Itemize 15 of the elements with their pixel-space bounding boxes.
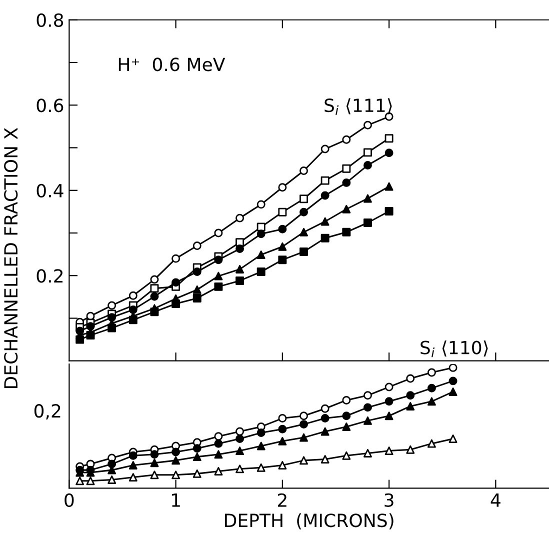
x-tick-label: 4 bbox=[490, 494, 500, 507]
x-tick-label: 2 bbox=[278, 493, 286, 507]
x-tick-label: 1 bbox=[172, 494, 180, 507]
x-axis-title: DEPTH (MICRONS) bbox=[225, 513, 394, 530]
y-axis-title: DECHANNELLED FRACTION X bbox=[4, 128, 18, 388]
y-tick-label: 0.4 bbox=[36, 184, 64, 198]
annotation: H⁺ 0.6 MeV bbox=[118, 58, 226, 72]
y-tick-label: 0.2 bbox=[36, 269, 63, 283]
annotation: S$_{i}$ ⟨110⟩ bbox=[420, 340, 488, 358]
y-tick-label: 0.8 bbox=[36, 13, 64, 27]
text: 0,2 bbox=[34, 404, 60, 420]
annotation: S$_{i}$ ⟨111⟩ bbox=[324, 98, 392, 115]
y-tick-label: 0.6 bbox=[36, 98, 64, 112]
x-tick-label: 3 bbox=[384, 493, 394, 507]
x-tick-label: 0 bbox=[64, 493, 74, 507]
